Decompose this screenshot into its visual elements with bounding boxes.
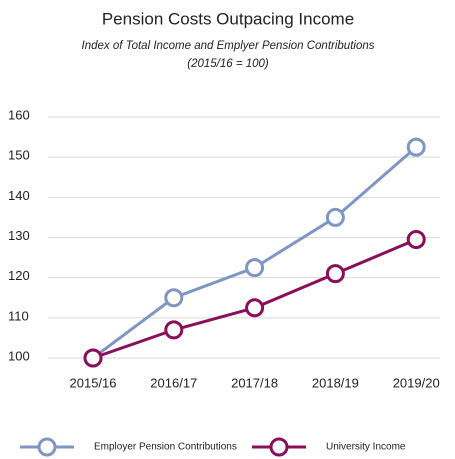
y-tick-label: 130 <box>8 228 30 243</box>
y-tick-label: 140 <box>8 188 30 203</box>
y-tick-label: 110 <box>8 308 29 323</box>
legend-marker <box>37 437 57 457</box>
x-tick-label: 2016/17 <box>150 375 197 390</box>
point-marker <box>245 258 265 278</box>
legend-label: University Income <box>326 442 406 453</box>
chart-title: Pension Costs Outpacing Income <box>102 9 354 28</box>
point-marker <box>245 298 265 318</box>
y-tick-label: 120 <box>8 268 30 283</box>
x-tick-label: 2017/18 <box>231 375 278 390</box>
chart-subtitle: (2015/16 = 100) <box>187 58 269 70</box>
point-marker <box>83 348 103 368</box>
legend-marker <box>269 437 289 457</box>
point-marker <box>164 320 184 340</box>
y-tick-label: 100 <box>8 348 30 363</box>
point-marker <box>406 230 426 250</box>
y-tick-label: 160 <box>8 107 30 122</box>
point-marker <box>164 288 184 308</box>
chart-subtitle: Index of Total Income and Emplyer Pensio… <box>82 40 375 52</box>
x-tick-label: 2015/16 <box>70 375 117 390</box>
point-marker <box>325 207 345 227</box>
point-marker <box>325 264 345 284</box>
x-tick-label: 2019/20 <box>393 375 440 390</box>
y-tick-label: 150 <box>8 148 30 163</box>
point-marker <box>406 137 426 157</box>
x-tick-label: 2018/19 <box>312 375 359 390</box>
series-line <box>92 145 418 360</box>
legend-label: Employer Pension Contributions <box>94 442 237 453</box>
